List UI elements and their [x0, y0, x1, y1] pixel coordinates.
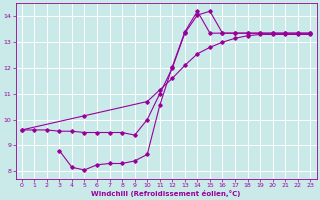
X-axis label: Windchill (Refroidissement éolien,°C): Windchill (Refroidissement éolien,°C): [91, 190, 241, 197]
